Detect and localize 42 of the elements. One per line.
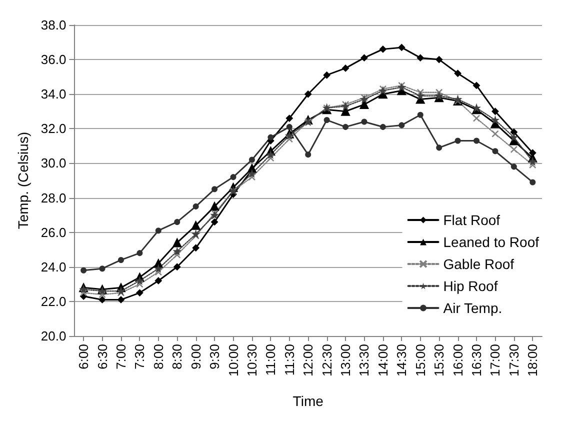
- y-tick-label: 22.0: [40, 294, 66, 309]
- x-tick-label: 7:00: [113, 344, 128, 370]
- y-tick-label: 28.0: [40, 190, 66, 206]
- x-tick-label: 10:30: [244, 344, 260, 377]
- x-tick-label: 15:30: [432, 344, 447, 377]
- y-tick-label: 34.0: [40, 86, 66, 102]
- x-tick-label: 9:00: [188, 344, 204, 370]
- x-tick-label: 14:30: [394, 344, 410, 377]
- x-tick-label: 13:00: [338, 344, 354, 377]
- x-tick-label: 7:30: [132, 344, 148, 370]
- x-tick-label: 11:00: [263, 344, 278, 376]
- x-tick-label: 9:30: [207, 344, 222, 370]
- legend-label: Hip Roof: [443, 278, 498, 294]
- y-tick-label: 38.0: [40, 18, 66, 32]
- y-axis-title: Temp. (Celsius): [15, 132, 31, 230]
- x-tick-label: 18:00: [525, 344, 540, 377]
- x-tick-label: 15:00: [412, 344, 428, 377]
- x-tick-label: 12:00: [300, 344, 316, 377]
- y-tick-label: 26.0: [40, 224, 66, 240]
- x-tick-label: 10:00: [226, 344, 241, 377]
- x-tick-label: 8:00: [150, 344, 166, 370]
- x-tick-label: 14:00: [375, 344, 390, 377]
- y-tick-label: 36.0: [40, 52, 66, 68]
- y-tick-label: 20.0: [40, 328, 66, 344]
- x-tick-label: 8:30: [170, 344, 185, 370]
- y-tick-label: 24.0: [40, 259, 66, 274]
- x-tick-label: 16:30: [469, 344, 484, 377]
- legend-label: Gable Roof: [443, 256, 514, 272]
- y-tick-label: 32.0: [40, 121, 66, 136]
- legend-label: Leaned to Roof: [443, 234, 540, 250]
- x-tick-label: 11:30: [282, 344, 297, 376]
- x-tick-label: 6:00: [76, 344, 92, 370]
- x-tick-label: 6:30: [94, 344, 110, 370]
- x-tick-label: 17:00: [488, 344, 503, 377]
- x-tick-label: 12:30: [319, 344, 334, 377]
- x-axis-title: Time: [292, 393, 324, 409]
- x-tick-label: 17:30: [506, 344, 522, 377]
- legend-label: Air Temp.: [443, 300, 502, 316]
- x-tick-label: 13:30: [356, 344, 372, 377]
- x-tick-label: 16:00: [450, 344, 466, 377]
- y-tick-label: 30.0: [40, 156, 66, 171]
- legend-label: Flat Roof: [443, 212, 500, 228]
